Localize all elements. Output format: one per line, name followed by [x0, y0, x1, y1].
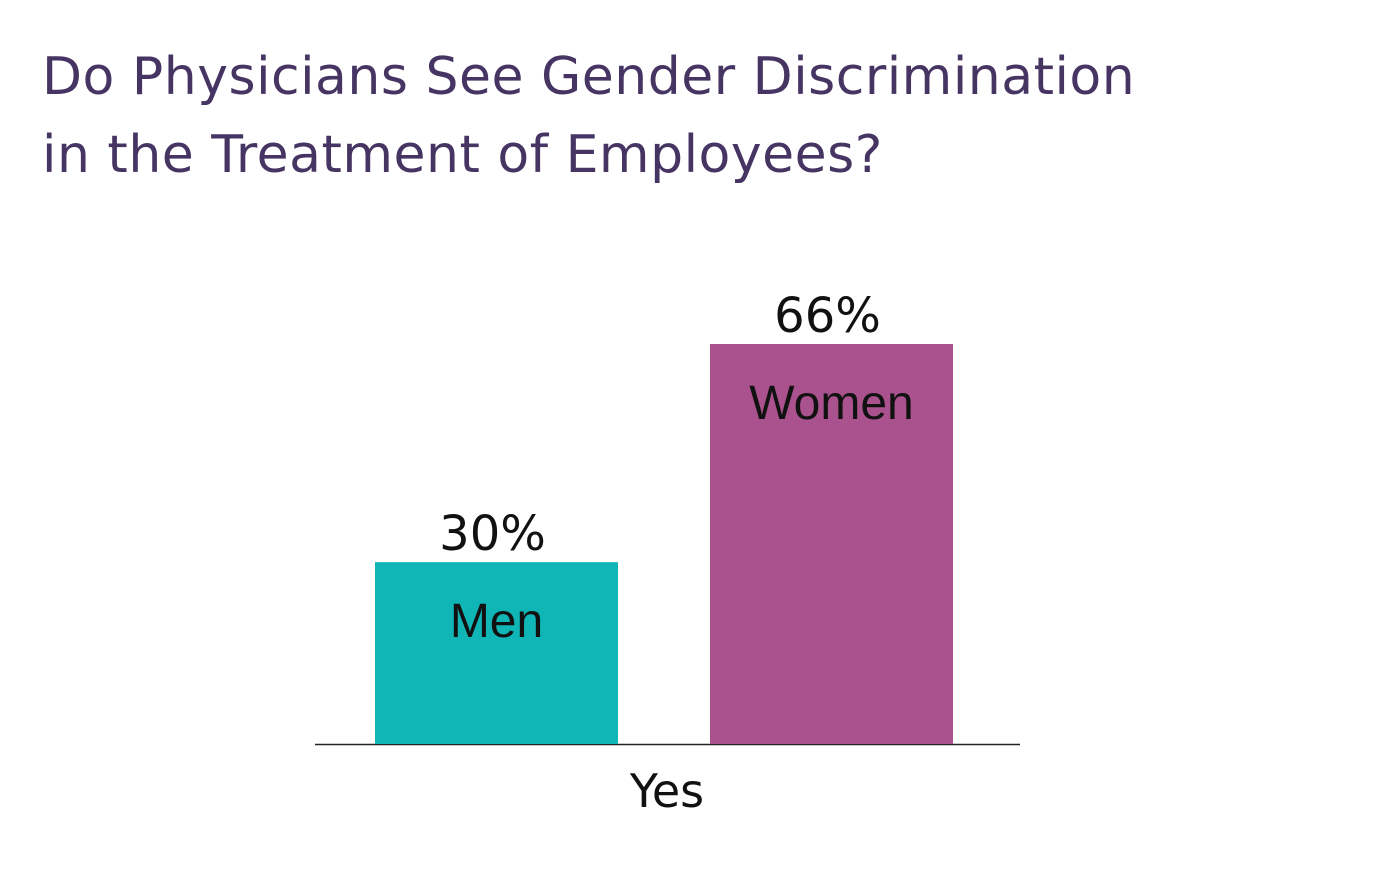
bar-men: [375, 562, 618, 744]
series-label-women: Women: [749, 377, 914, 430]
bar-women: [710, 344, 953, 744]
data-label-women: 66%: [774, 288, 881, 344]
series-label-men: Men: [450, 595, 543, 648]
chart-title-line-1: Do Physicians See Gender Discrimination: [42, 47, 1136, 107]
chart-title-line-2: in the Treatment of Employees?: [42, 125, 883, 185]
chart-title: Do Physicians See Gender Discrimination …: [42, 38, 1342, 194]
data-label-men: 30%: [439, 506, 546, 562]
category-label-yes: Yes: [629, 764, 704, 818]
